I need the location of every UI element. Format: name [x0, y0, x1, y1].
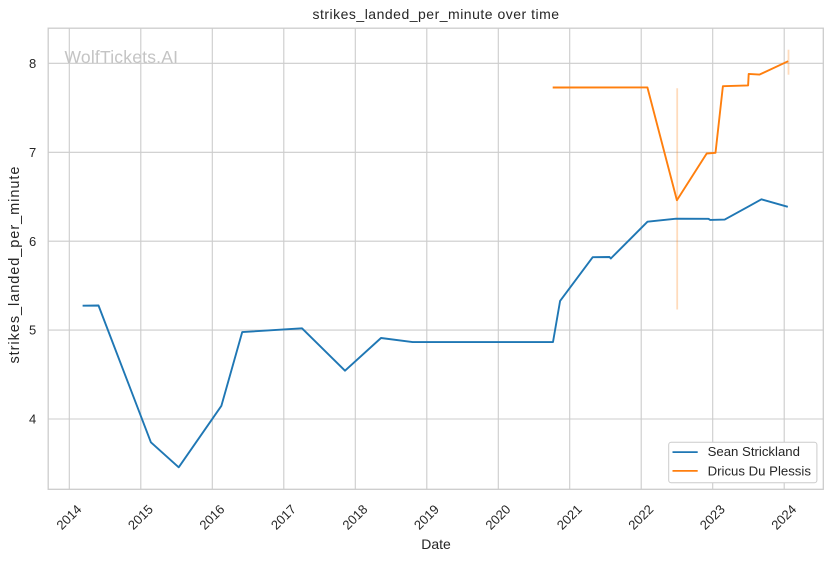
svg-text:7: 7: [29, 145, 36, 160]
svg-text:Dricus Du Plessis: Dricus Du Plessis: [708, 463, 812, 478]
svg-text:strikes_landed_per_minute: strikes_landed_per_minute: [7, 166, 23, 364]
svg-text:6: 6: [29, 234, 36, 249]
svg-text:5: 5: [29, 323, 36, 338]
svg-text:4: 4: [29, 412, 36, 427]
svg-text:Sean Strickland: Sean Strickland: [708, 444, 800, 459]
svg-text:8: 8: [29, 56, 36, 71]
svg-text:strikes_landed_per_minute over: strikes_landed_per_minute over time: [312, 6, 559, 22]
svg-text:WolfTickets.AI: WolfTickets.AI: [65, 47, 179, 67]
svg-text:Date: Date: [421, 536, 451, 552]
